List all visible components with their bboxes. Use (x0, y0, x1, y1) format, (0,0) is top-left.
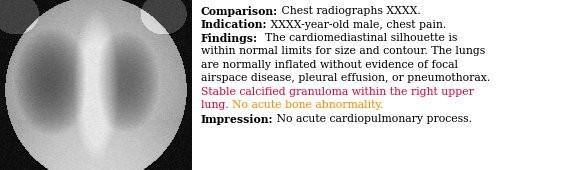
Text: are normally inflated without evidence of focal: are normally inflated without evidence o… (201, 60, 458, 70)
Text: Impression:: Impression: (201, 114, 273, 125)
Text: Comparison:: Comparison: (201, 6, 278, 17)
Text: lung.: lung. (201, 100, 232, 110)
Text: Chest radiographs XXXX.: Chest radiographs XXXX. (278, 6, 421, 16)
Text: Indication:: Indication: (201, 20, 267, 30)
Text: No acute bone abnormality.: No acute bone abnormality. (232, 100, 383, 110)
Text: within normal limits for size and contour. The lungs: within normal limits for size and contou… (201, 47, 485, 56)
Text: Stable calcified granuloma within the right upper: Stable calcified granuloma within the ri… (201, 87, 474, 97)
Text: XXXX-year-old male, chest pain.: XXXX-year-old male, chest pain. (267, 20, 447, 30)
Text: airspace disease, pleural effusion, or pneumothorax.: airspace disease, pleural effusion, or p… (201, 73, 490, 83)
Text: No acute cardiopulmonary process.: No acute cardiopulmonary process. (273, 114, 472, 124)
Text: The cardiomediastinal silhouette is: The cardiomediastinal silhouette is (258, 33, 457, 43)
Text: Findings:: Findings: (201, 33, 258, 44)
